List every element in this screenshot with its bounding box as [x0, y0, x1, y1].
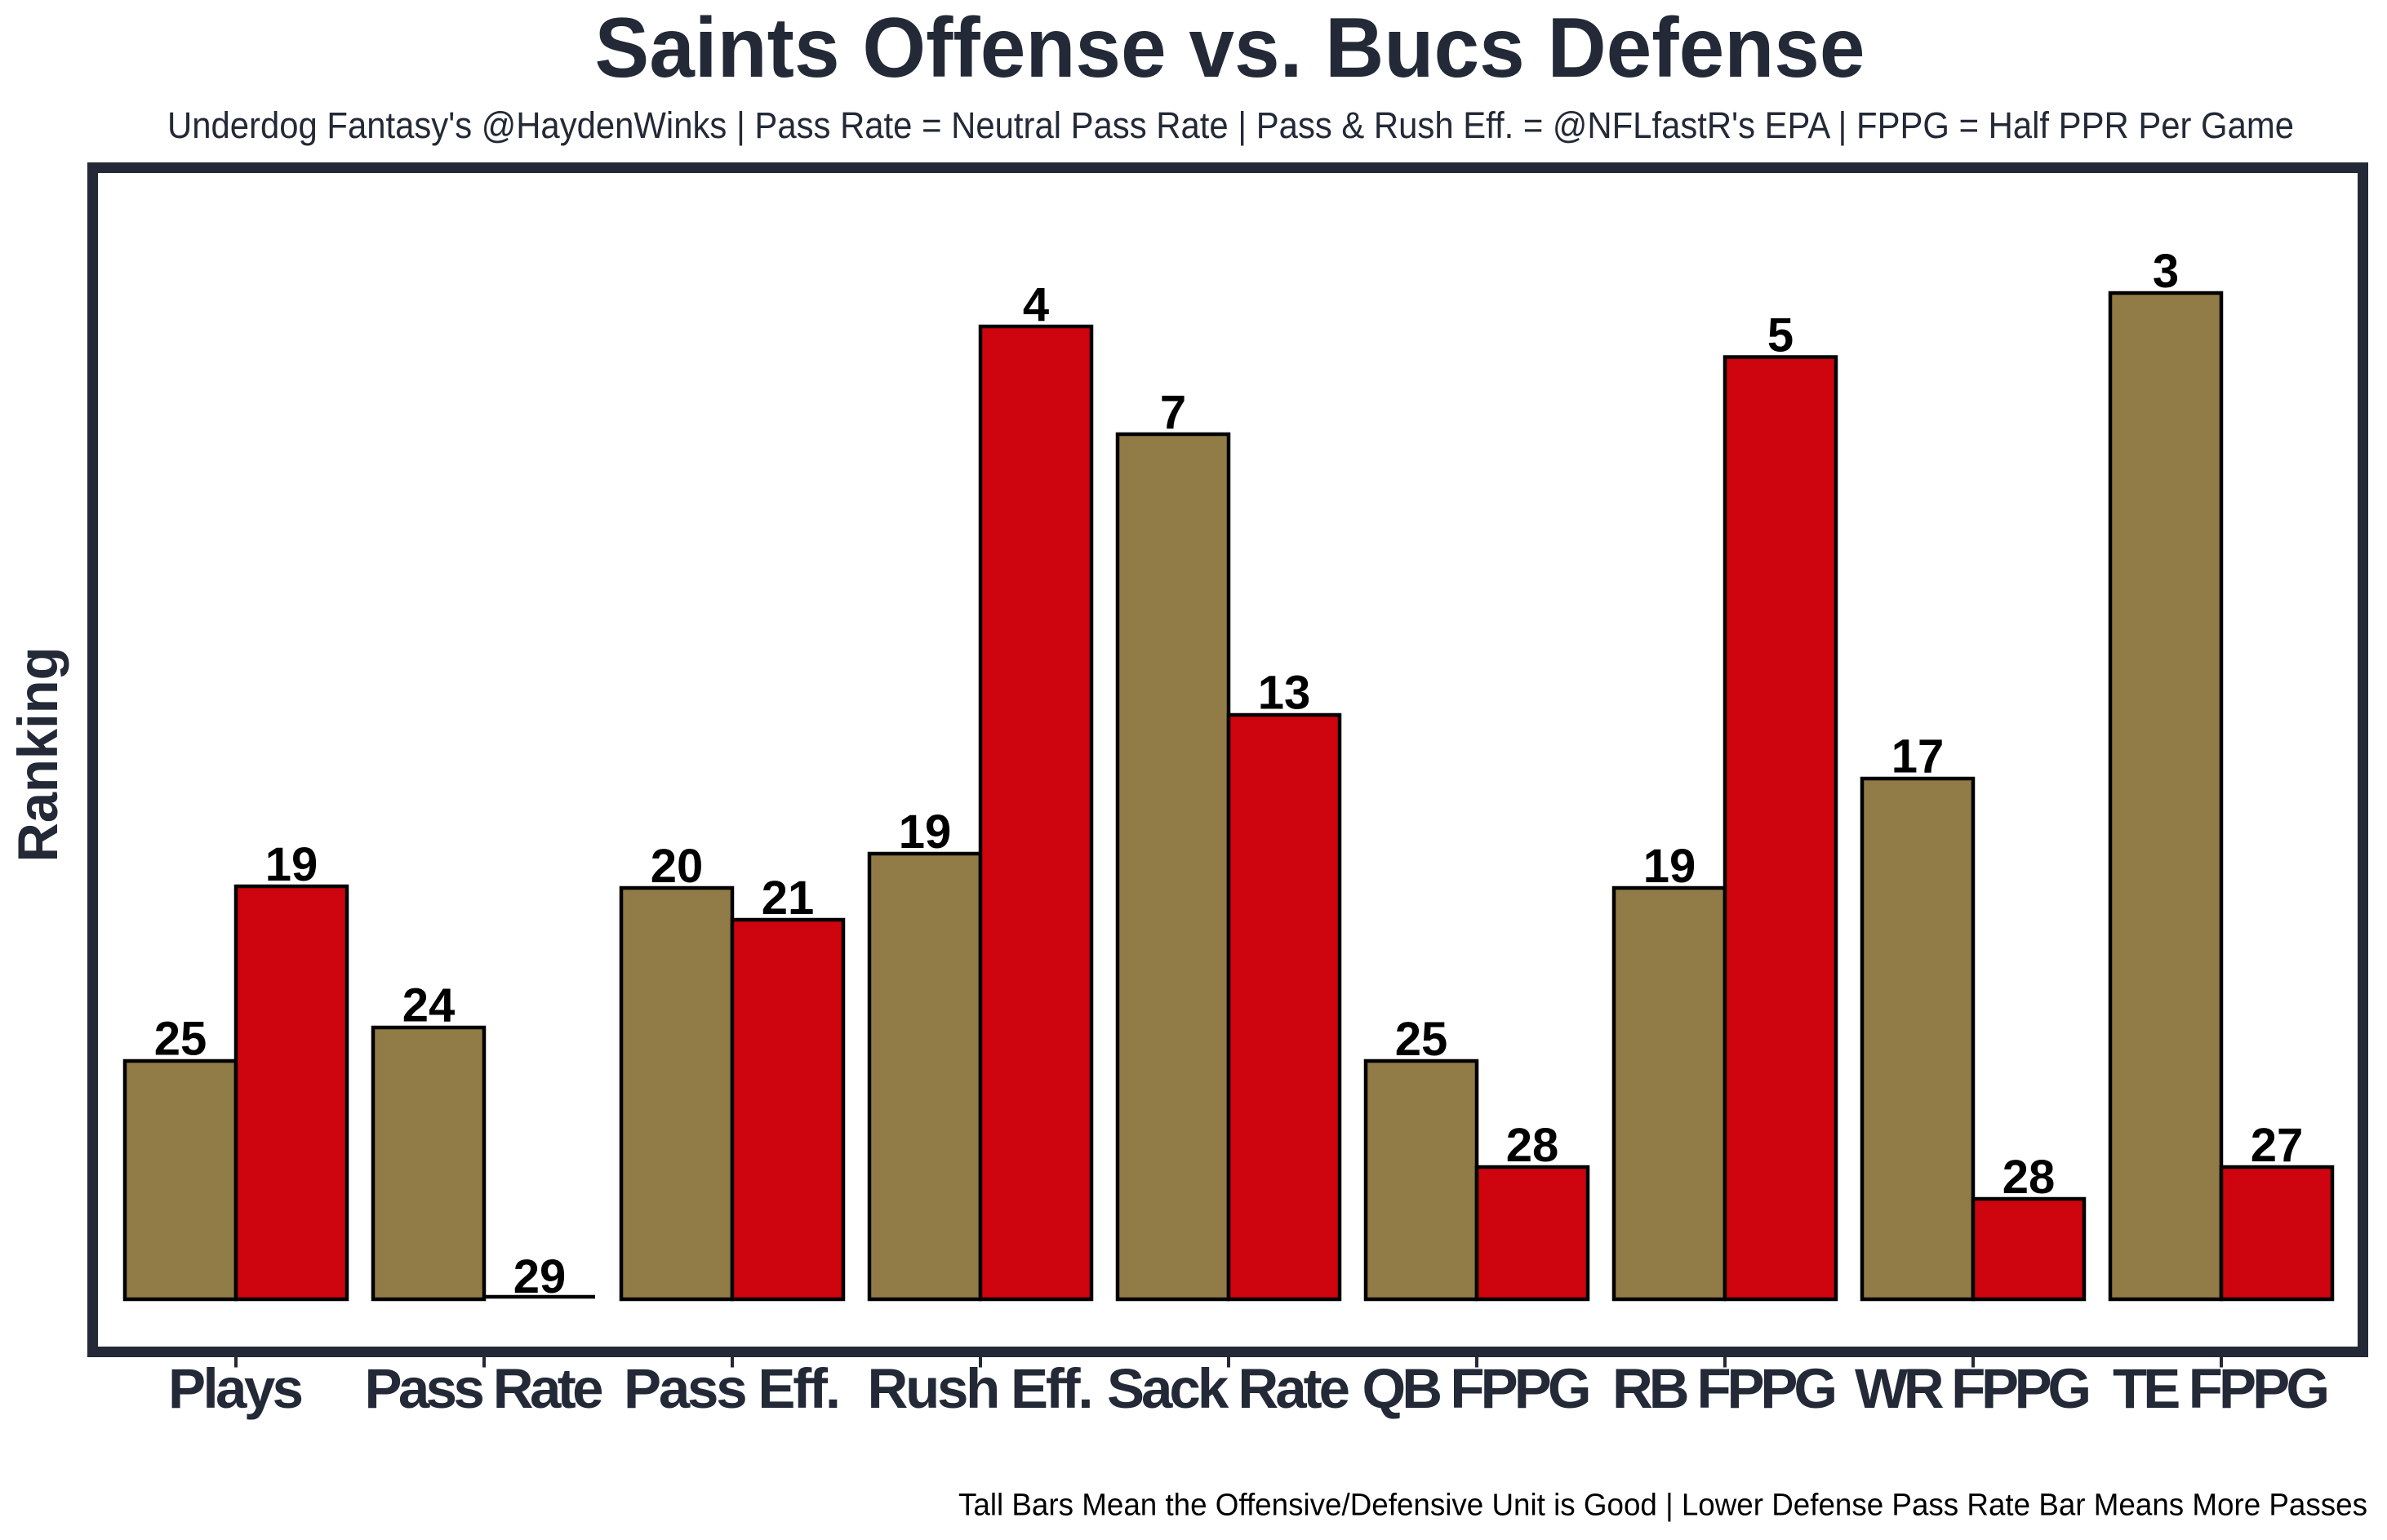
svg-text:Pass Rate: Pass Rate — [365, 1357, 604, 1420]
svg-text:19: 19 — [899, 806, 952, 859]
svg-text:Pass Eff.: Pass Eff. — [624, 1357, 841, 1420]
svg-text:QB FPPG: QB FPPG — [1362, 1357, 1592, 1420]
svg-text:13: 13 — [1258, 667, 1311, 720]
svg-text:4: 4 — [1023, 278, 1049, 331]
svg-text:25: 25 — [154, 1013, 207, 1066]
svg-text:Saints Offense vs. Bucs Defens: Saints Offense vs. Bucs Defense — [595, 1, 1865, 95]
svg-text:17: 17 — [1891, 730, 1945, 783]
svg-text:28: 28 — [1506, 1119, 1559, 1172]
svg-text:TE FPPG: TE FPPG — [2113, 1357, 2330, 1420]
svg-text:19: 19 — [265, 838, 318, 891]
svg-text:5: 5 — [1767, 309, 1794, 362]
svg-text:Plays: Plays — [168, 1357, 304, 1420]
svg-text:29: 29 — [513, 1250, 567, 1303]
svg-text:Ranking: Ranking — [7, 647, 69, 863]
svg-text:19: 19 — [1643, 840, 1696, 893]
svg-text:27: 27 — [2251, 1119, 2304, 1172]
svg-text:Underdog Fantasy's @HaydenWink: Underdog Fantasy's @HaydenWinks | Pass R… — [167, 104, 2294, 146]
svg-text:3: 3 — [2153, 245, 2179, 298]
svg-text:20: 20 — [651, 840, 704, 893]
svg-text:21: 21 — [762, 872, 815, 925]
svg-text:Sack Rate: Sack Rate — [1107, 1357, 1350, 1420]
svg-text:WR FPPG: WR FPPG — [1855, 1357, 2091, 1420]
svg-text:25: 25 — [1395, 1013, 1448, 1066]
svg-text:24: 24 — [402, 979, 456, 1032]
svg-text:28: 28 — [2003, 1151, 2056, 1204]
svg-text:RB FPPG: RB FPPG — [1612, 1357, 1838, 1420]
svg-text:7: 7 — [1160, 386, 1186, 439]
svg-text:Rush Eff.: Rush Eff. — [868, 1357, 1094, 1420]
svg-text:Tall Bars Mean the Offensive/D: Tall Bars Mean the Offensive/Defensive U… — [958, 1489, 2367, 1523]
